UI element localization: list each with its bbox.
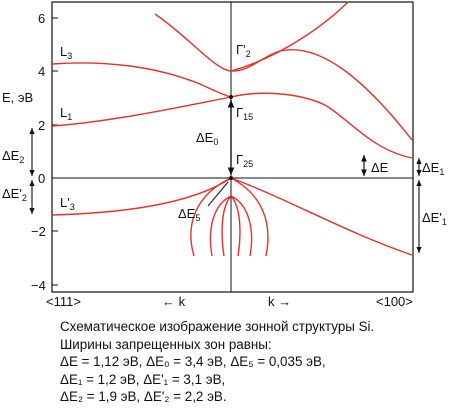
x-label-111: <111> (46, 294, 81, 309)
label-dE0: ΔE0 (196, 130, 218, 147)
label-dE1p: ΔE'1 (422, 210, 447, 227)
label-G2p: Γ'2 (236, 42, 251, 59)
y-tick-minus4: −4 (31, 278, 46, 293)
label-L3p: L'3 (60, 195, 75, 212)
y-axis-label: E, эВ (2, 90, 33, 105)
x-label-k-right: k → (268, 294, 291, 309)
y-tick-minus2: −2 (31, 224, 46, 239)
caption-line-4: ΔE₁ = 1,2 эВ, ΔE'₁ = 3,1 эВ, (60, 371, 226, 387)
caption-line-2: Ширины запрещенных зон равны: (60, 336, 272, 352)
label-L1: L1 (60, 105, 72, 122)
y-tick-4: 4 (38, 64, 45, 79)
label-dE: ΔE (371, 160, 389, 175)
band-upper-right (230, 1, 349, 72)
label-L3: L3 (60, 44, 72, 61)
label-dE2p: ΔE'2 (2, 186, 27, 203)
y-tick-2: 2 (38, 118, 45, 133)
figure-caption: Схематическое изображение зонной структу… (60, 318, 445, 406)
x-label-k-left: ← k (162, 294, 186, 309)
label-dE2: ΔE2 (2, 148, 24, 165)
band-L1 (51, 92, 413, 159)
point-G25 (229, 176, 233, 180)
label-dE1: ΔE1 (422, 160, 444, 177)
dE5-pointer (207, 181, 229, 207)
band-L3 (51, 62, 232, 98)
band-G2p (154, 13, 413, 141)
x-label-100: <100> (376, 294, 413, 309)
label-dE5: ΔE5 (178, 206, 200, 223)
energy-bands (51, 1, 413, 257)
band-inner-right (230, 195, 241, 257)
label-G15: Γ15 (236, 105, 253, 122)
band-L3p (51, 177, 413, 256)
label-G25: Γ25 (236, 152, 253, 169)
band-light-hole (190, 177, 232, 257)
point-G15 (229, 95, 233, 99)
plot-frame (51, 1, 414, 293)
caption-line-5: ΔE₂ = 1,9 эВ, ΔE'₂ = 2,2 эВ. (60, 389, 227, 404)
band-light-hole-right (230, 177, 269, 257)
band-inner-left (221, 195, 232, 257)
caption-line-1: Схематическое изображение зонной структу… (60, 319, 375, 334)
y-tick-6: 6 (38, 11, 45, 26)
y-axis (52, 17, 58, 286)
caption-line-3: ΔE = 1,12 эВ, ΔE₀ = 3,4 эВ, ΔE₅ = 0,035 … (60, 354, 326, 369)
band-split-off-right (230, 195, 253, 257)
band-split-off-left (209, 195, 232, 257)
y-tick-0: 0 (38, 171, 45, 186)
